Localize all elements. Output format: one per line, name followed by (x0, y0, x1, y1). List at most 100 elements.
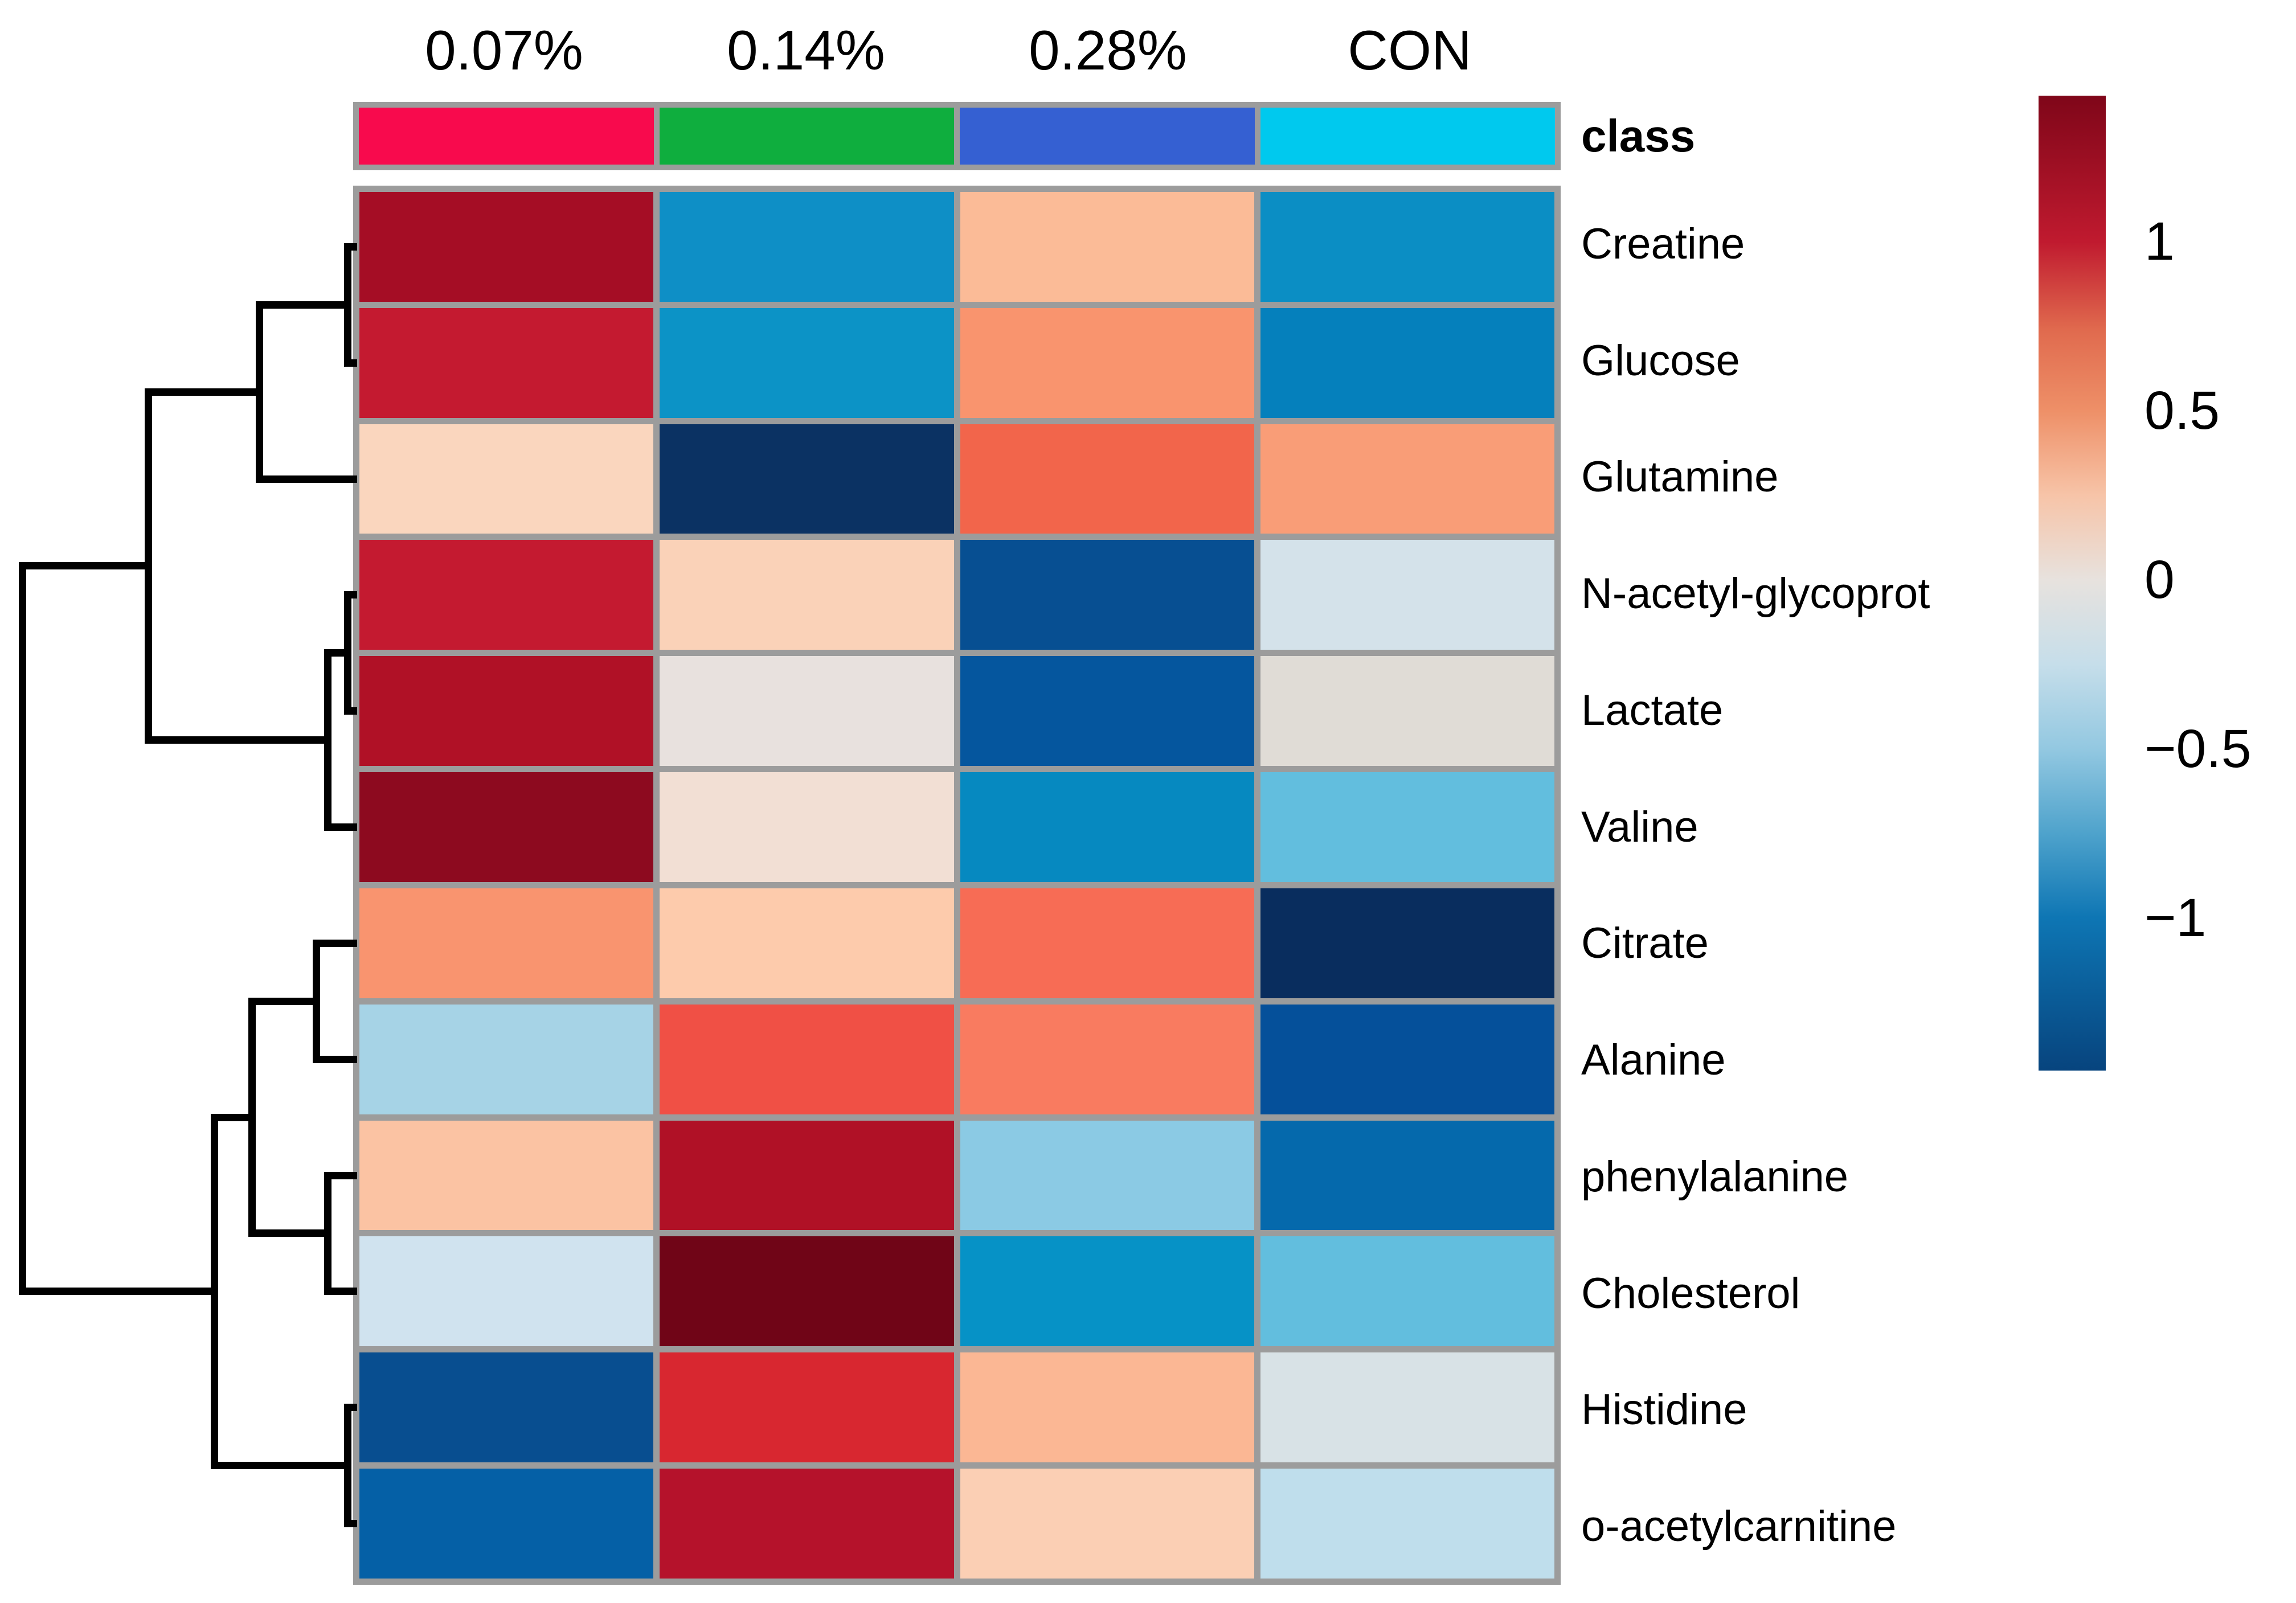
class-bar-segment-0.07% (359, 108, 654, 165)
heatmap-cell-o-acetylcarnitine-0.07% (359, 1469, 654, 1579)
heatmap-cell-Valine-0.07% (359, 772, 654, 882)
colorbar-tick-labels: 1 0.5 0 −0.5 −1 (2144, 0, 2296, 1603)
heatmap-cell-Histidine-0.28% (960, 1352, 1254, 1463)
column-label-con: CON (1348, 19, 1472, 81)
row-dendrogram (0, 0, 357, 1603)
heatmap-cell-Lactate-0.07% (359, 656, 654, 766)
heatmap-cell-Lactate-0.28% (960, 656, 1254, 766)
heatmap-cell-Glutamine-0.14% (660, 424, 954, 534)
heatmap-grid (353, 186, 1561, 1585)
column-labels: 0.07% 0.14% 0.28% CON (353, 10, 1561, 90)
dendrogram-segment (144, 388, 263, 396)
colorbar-tick-−1: −1 (2144, 888, 2207, 948)
colorbar-tick-−0.5: −0.5 (2144, 719, 2252, 779)
heatmap-cell-o-acetylcarnitine-0.28% (960, 1469, 1254, 1579)
dendrogram-segment (343, 591, 357, 599)
class-annotation-label: class (1581, 110, 1696, 161)
heatmap-cell-Valine-0.14% (660, 772, 954, 882)
dendrogram-segment (343, 1404, 357, 1412)
heatmap-cell-Creatine-CON (1260, 192, 1554, 302)
row-label-Creatine: Creatine (1581, 219, 1745, 268)
dendrogram-segment (343, 359, 357, 367)
row-label-Cholesterol: Cholesterol (1581, 1269, 1800, 1318)
heatmap-cell-N-acetyl-glycoprot-0.07% (359, 540, 654, 650)
dendrogram-segment (255, 475, 357, 483)
class-bar-segment-CON (1260, 108, 1555, 165)
dendrogram-segment (343, 1520, 357, 1528)
dendrogram-segment (18, 1288, 218, 1295)
dendrogram-segment (210, 1462, 351, 1470)
heatmap-cell-Lactate-CON (1260, 656, 1554, 766)
heatmap-cell-Glucose-0.14% (660, 308, 954, 418)
dendrogram-segment (18, 562, 152, 570)
heatmap-cell-Lactate-0.14% (660, 656, 954, 766)
column-label-0.28: 0.28% (1029, 19, 1187, 81)
heatmap-cell-Cholesterol-0.14% (660, 1236, 954, 1347)
row-label-Histidine: Histidine (1581, 1385, 1747, 1434)
row-labels: Creatine Glucose Glutamine N-acetyl-glycopr… (1581, 186, 2048, 1585)
dendrogram-segment (324, 1288, 357, 1295)
heatmap-cell-o-acetylcarnitine-0.14% (660, 1469, 954, 1579)
row-label-Glucose: Glucose (1581, 336, 1740, 385)
dendrogram-segment (324, 823, 357, 831)
heatmap-cell-Cholesterol-CON (1260, 1236, 1554, 1347)
heatmap-cell-Valine-CON (1260, 772, 1554, 882)
heatmap-cell-o-acetylcarnitine-CON (1260, 1469, 1554, 1579)
column-label-0.07: 0.07% (425, 19, 583, 81)
dendrogram-segment (324, 649, 351, 657)
heatmap-cell-N-acetyl-glycoprot-0.14% (660, 540, 954, 650)
row-label-N-acetyl-glycoprot: N-acetyl-glycoprot (1581, 569, 1930, 618)
dendrogram-segment (343, 707, 357, 715)
row-label-Citrate: Citrate (1581, 919, 1709, 968)
heatmap-cell-Glutamine-0.28% (960, 424, 1254, 534)
heatmap-cell-phenylalanine-CON (1260, 1120, 1554, 1231)
dendrogram-segment (312, 1055, 357, 1063)
row-label-Glutamine: Glutamine (1581, 453, 1779, 502)
row-label-Lactate: Lactate (1581, 686, 1724, 735)
heatmap-cell-Citrate-0.14% (660, 888, 954, 998)
row-label-phenylalanine: phenylalanine (1581, 1152, 1849, 1201)
colorbar-tick-0: 0 (2144, 550, 2175, 610)
heatmap-cell-N-acetyl-glycoprot-CON (1260, 540, 1554, 650)
row-label-o-acetylcarnitine: o-acetylcarnitine (1581, 1502, 1897, 1551)
colorbar-gradient (2039, 96, 2106, 1071)
heatmap-cell-Glucose-0.07% (359, 308, 654, 418)
heatmap-cell-phenylalanine-0.28% (960, 1120, 1254, 1231)
row-label-Alanine: Alanine (1581, 1036, 1726, 1085)
heatmap-cell-Creatine-0.07% (359, 192, 654, 302)
heatmap-cell-Alanine-CON (1260, 1004, 1554, 1114)
dendrogram-segment (312, 939, 357, 947)
dendrogram-segment (18, 562, 26, 1295)
heatmap-cell-Alanine-0.14% (660, 1004, 954, 1114)
class-bar-segment-0.28% (960, 108, 1255, 165)
heatmap-cell-Alanine-0.07% (359, 1004, 654, 1114)
dendrogram-segment (210, 1113, 256, 1121)
dendrogram-segment (324, 1171, 357, 1179)
dendrogram-segment (248, 1229, 331, 1237)
heatmap-cell-Cholesterol-0.07% (359, 1236, 654, 1347)
column-label-0.14: 0.14% (727, 19, 885, 81)
heatmap-cell-Alanine-0.28% (960, 1004, 1254, 1114)
dendrogram-segment (144, 736, 331, 744)
dendrogram-segment (248, 997, 320, 1005)
heatmap-cell-Histidine-0.14% (660, 1352, 954, 1463)
heatmap-cell-Glucose-0.28% (960, 308, 1254, 418)
heatmap-cell-Creatine-0.28% (960, 192, 1254, 302)
class-annotation-bar (353, 102, 1561, 170)
heatmap-cell-Histidine-CON (1260, 1352, 1554, 1463)
class-bar-segment-0.14% (659, 108, 954, 165)
colorbar-tick-0.5: 0.5 (2144, 380, 2220, 441)
heatmap-cell-Valine-0.28% (960, 772, 1254, 882)
heatmap-cell-N-acetyl-glycoprot-0.28% (960, 540, 1254, 650)
heatmap-cell-Glucose-CON (1260, 308, 1554, 418)
heatmap-cell-Citrate-CON (1260, 888, 1554, 998)
heatmap-cell-phenylalanine-0.14% (660, 1120, 954, 1231)
heatmap-cell-Citrate-0.07% (359, 888, 654, 998)
heatmap-cell-Citrate-0.28% (960, 888, 1254, 998)
heatmap-cell-Cholesterol-0.28% (960, 1236, 1254, 1347)
heatmap-cell-phenylalanine-0.07% (359, 1120, 654, 1231)
dendrogram-segment (255, 301, 351, 309)
heatmap-cell-Glutamine-CON (1260, 424, 1554, 534)
heatmap-cell-Creatine-0.14% (660, 192, 954, 302)
